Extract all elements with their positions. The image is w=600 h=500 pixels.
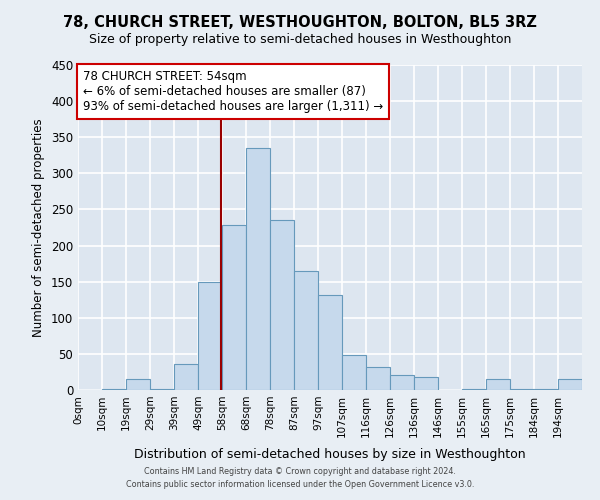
Text: Size of property relative to semi-detached houses in Westhoughton: Size of property relative to semi-detach… [89,32,511,46]
Bar [246,148,270,390]
Bar [270,220,294,390]
Bar [390,375,414,390]
Bar [510,388,534,390]
Bar [222,226,246,390]
Bar [126,379,150,390]
Text: Contains HM Land Registry data © Crown copyright and database right 2024.
Contai: Contains HM Land Registry data © Crown c… [126,468,474,489]
Bar [486,379,510,390]
Bar [462,388,486,390]
Bar [198,282,222,390]
Bar [366,367,390,390]
Bar [342,356,366,390]
Text: 78, CHURCH STREET, WESTHOUGHTON, BOLTON, BL5 3RZ: 78, CHURCH STREET, WESTHOUGHTON, BOLTON,… [63,15,537,30]
Bar [558,379,582,390]
Bar [102,388,126,390]
Bar [414,377,438,390]
Bar [318,296,342,390]
Bar [294,271,318,390]
Text: 78 CHURCH STREET: 54sqm
← 6% of semi-detached houses are smaller (87)
93% of sem: 78 CHURCH STREET: 54sqm ← 6% of semi-det… [83,70,383,113]
Bar [174,364,198,390]
Bar [534,388,558,390]
Y-axis label: Number of semi-detached properties: Number of semi-detached properties [32,118,46,337]
X-axis label: Distribution of semi-detached houses by size in Westhoughton: Distribution of semi-detached houses by … [134,448,526,461]
